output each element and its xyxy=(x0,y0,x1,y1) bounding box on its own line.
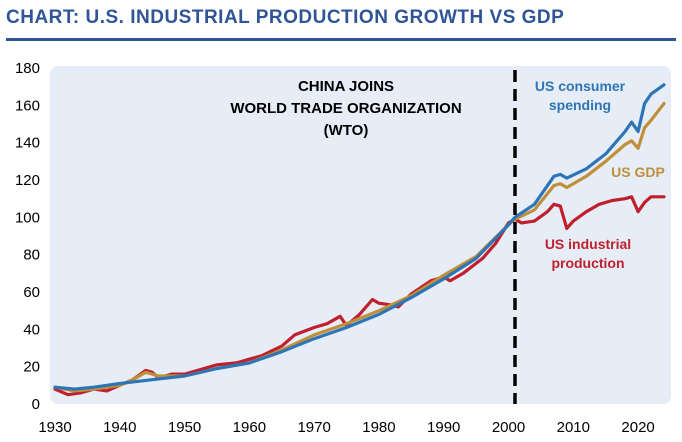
x-tick-label: 1960 xyxy=(233,419,266,436)
series-label-2: US consumer xyxy=(535,78,626,94)
y-tick-label: 180 xyxy=(15,60,40,77)
label-layer: CHINA JOINS WORLD TRADE ORGANIZATION (WTO)… xyxy=(230,78,665,271)
x-tick-label: 1930 xyxy=(38,419,71,436)
chart-title: CHART: U.S. INDUSTRIAL PRODUCTION GROWTH… xyxy=(6,7,565,28)
y-tick-label: 40 xyxy=(23,321,40,338)
annotation-line: (WTO) xyxy=(324,122,369,139)
x-tick-label: 2000 xyxy=(492,419,525,436)
y-tick-label: 140 xyxy=(15,135,40,152)
y-tick-label: 20 xyxy=(23,359,40,376)
y-tick-label: 120 xyxy=(15,172,40,189)
axes: 0 20 40 60 80 100 120 140 160 180 1930 1940 1950 1960… xyxy=(15,60,655,436)
x-tick-label: 1980 xyxy=(362,419,395,436)
series-label-1: US GDP xyxy=(611,164,665,180)
series-line-2 xyxy=(53,83,666,391)
y-tick-label: 160 xyxy=(15,97,40,114)
series-line-1 xyxy=(53,101,666,393)
y-tick-label: 0 xyxy=(32,396,40,413)
annotation-line: WORLD TRADE ORGANIZATION xyxy=(230,100,461,117)
series-label-0: US industrial xyxy=(545,236,631,252)
x-tick-label: 1950 xyxy=(168,419,201,436)
y-tick-label: 100 xyxy=(15,209,40,226)
x-tick-label: 2010 xyxy=(557,419,590,436)
series-label-2: spending xyxy=(549,97,611,113)
title-underline xyxy=(6,38,676,41)
x-tick-label: 1970 xyxy=(297,419,330,436)
series-layer xyxy=(53,83,666,397)
annotation-line: CHINA JOINS xyxy=(298,78,394,95)
x-tick-label: 2020 xyxy=(621,419,654,436)
series-label-0: production xyxy=(551,255,624,271)
x-tick-label: 1940 xyxy=(103,419,136,436)
y-tick-label: 60 xyxy=(23,284,40,301)
chart-title-bar: CHART: U.S. INDUSTRIAL PRODUCTION GROWTH… xyxy=(6,6,676,42)
x-tick-label: 1990 xyxy=(427,419,460,436)
y-tick-label: 80 xyxy=(23,247,40,264)
